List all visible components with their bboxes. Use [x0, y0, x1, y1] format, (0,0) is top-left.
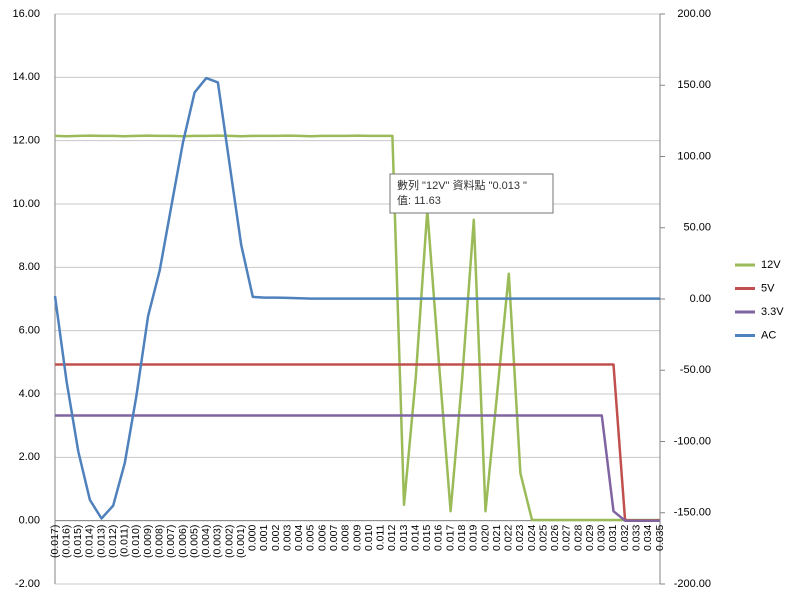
x-tick-label: 0.030: [596, 525, 608, 551]
y-tick-label: 16.00: [12, 8, 40, 20]
x-tick-label: 0.022: [503, 525, 515, 551]
y-tick-label: 12.00: [12, 135, 40, 147]
y-tick-label: -2.00: [15, 578, 40, 590]
x-tick-label: 0.015: [421, 525, 433, 551]
x-tick-label: 0.005: [305, 525, 317, 551]
y2-tick-label: 200.00: [677, 8, 711, 20]
x-tick-label: (0.003): [212, 525, 224, 558]
series-line: [54, 134, 660, 522]
y-tick-label: 8.00: [19, 261, 40, 273]
y-tick-label: 2.00: [19, 451, 40, 463]
y2-tick-label: 50.00: [683, 222, 711, 234]
x-tick-label: 0.028: [572, 525, 584, 551]
x-tick-label: 0.008: [340, 525, 352, 551]
legend-label: AC: [761, 329, 776, 341]
x-tick-label: 0.002: [270, 525, 282, 551]
x-tick-label: 0.027: [561, 525, 573, 551]
x-tick-label: 0.006: [316, 525, 328, 551]
y2-tick-label: -200.00: [674, 578, 711, 590]
x-tick-label: 0.026: [549, 525, 561, 551]
x-tick-label: 0.032: [619, 525, 631, 551]
tooltip-text: 數列 "12V" 資料點 "0.013 ": [397, 178, 527, 192]
x-tick-label: (0.004): [200, 525, 212, 558]
x-tick-label: (0.010): [130, 525, 142, 558]
y-tick-label: 6.00: [19, 325, 40, 337]
series-line: [55, 414, 660, 522]
x-tick-label: 0.035: [654, 525, 666, 551]
x-tick-label: 0.024: [526, 525, 538, 551]
x-tick-label: 0.000: [247, 525, 259, 551]
x-tick-label: 0.034: [642, 525, 654, 551]
x-tick-label: (0.017): [49, 525, 61, 558]
y-tick-label: 4.00: [19, 388, 40, 400]
x-tick-label: 0.014: [409, 525, 421, 551]
y2-tick-label: -150.00: [674, 507, 711, 519]
y2-tick-label: -100.00: [674, 435, 711, 447]
x-tick-label: 0.018: [456, 525, 468, 551]
x-tick-label: (0.016): [60, 525, 72, 558]
x-tick-label: 0.011: [375, 525, 387, 551]
x-tick-label: 0.003: [281, 525, 293, 551]
y2-tick-label: -50.00: [680, 364, 711, 376]
x-tick-label: 0.004: [293, 525, 305, 551]
x-tick-label: 0.013: [398, 525, 410, 551]
y-tick-label: 10.00: [12, 198, 40, 210]
y-tick-label: 0.00: [19, 515, 40, 527]
legend-label: 3.3V: [761, 306, 784, 318]
x-tick-label: 0.007: [328, 525, 340, 551]
tooltip-text: 值: 11.63: [397, 194, 441, 207]
series-line: [55, 363, 660, 522]
x-tick-label: 0.012: [386, 525, 398, 551]
x-tick-label: 0.009: [351, 525, 363, 551]
series-line: [53, 76, 660, 520]
legend-label: 12V: [761, 259, 781, 271]
x-tick-label: 0.021: [491, 525, 503, 551]
x-tick-label: 0.001: [258, 525, 270, 551]
x-tick-label: (0.013): [95, 525, 107, 558]
x-tick-label: (0.005): [188, 525, 200, 558]
x-tick-label: 0.031: [607, 525, 619, 551]
x-tick-label: (0.014): [84, 525, 96, 558]
x-tick-label: (0.015): [72, 525, 84, 558]
x-tick-label: (0.011): [119, 525, 131, 558]
x-tick-label: (0.012): [107, 525, 119, 558]
tooltip-box: [389, 173, 554, 214]
x-tick-label: 0.029: [584, 525, 596, 551]
x-tick-label: 0.016: [433, 525, 445, 551]
y-tick-label: 14.00: [12, 71, 40, 83]
y2-tick-label: 150.00: [677, 79, 711, 91]
x-tick-label: 0.033: [631, 525, 643, 551]
x-tick-label: (0.006): [177, 525, 189, 558]
x-tick-label: (0.009): [142, 525, 154, 558]
x-tick-label: 0.020: [479, 525, 491, 551]
x-tick-label: (0.001): [235, 525, 247, 558]
y2-tick-label: 100.00: [677, 150, 711, 162]
x-tick-label: (0.008): [153, 525, 165, 558]
legend-label: 5V: [761, 282, 775, 294]
x-tick-label: 0.025: [537, 525, 549, 551]
x-tick-label: (0.007): [165, 525, 177, 558]
x-tick-label: 0.010: [363, 525, 375, 551]
x-tick-label: 0.017: [444, 525, 456, 551]
x-tick-label: (0.002): [223, 525, 235, 558]
x-tick-label: 0.019: [468, 525, 480, 551]
x-tick-label: 0.023: [514, 525, 526, 551]
y2-tick-label: 0.00: [690, 293, 711, 305]
